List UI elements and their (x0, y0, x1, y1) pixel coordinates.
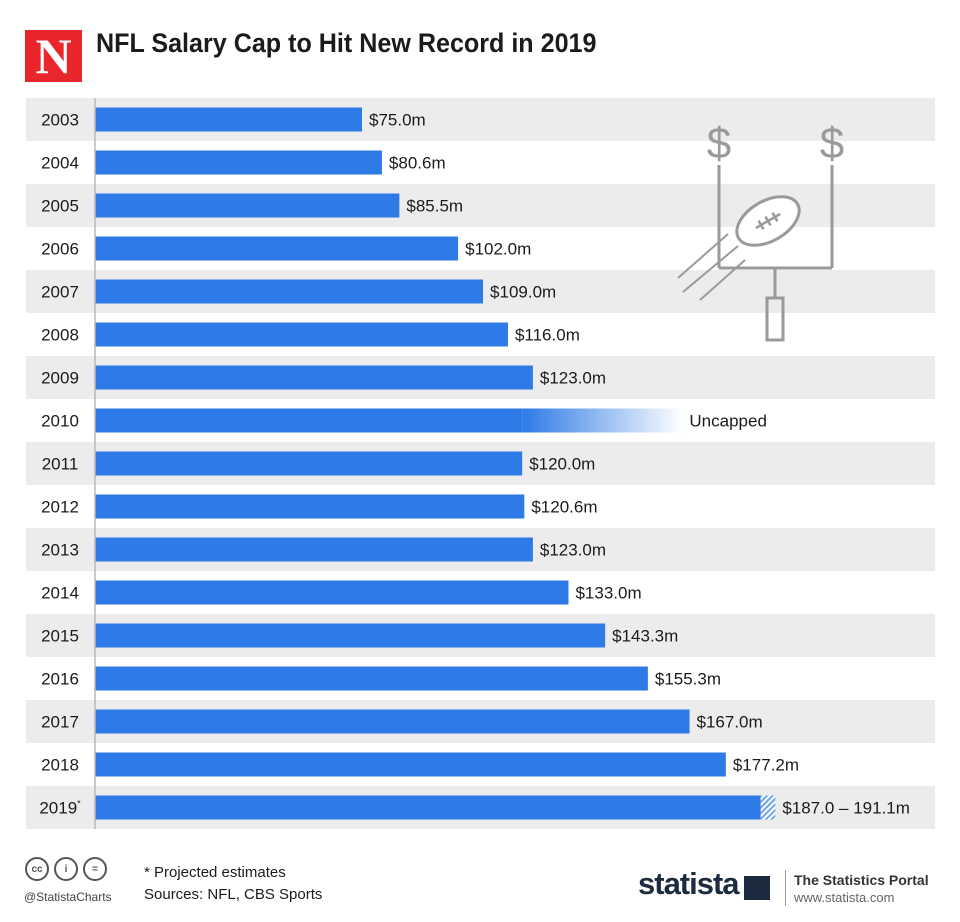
year-label: 2018 (41, 756, 79, 775)
footer-notes: * Projected estimates Sources: NFL, CBS … (144, 862, 322, 906)
year-label: 2004 (41, 154, 79, 173)
year-label: 2011 (42, 455, 79, 474)
year-label: 2003 (41, 111, 79, 130)
value-label: $120.0m (529, 455, 595, 474)
goalpost-football-illustration: $ $ (677, 119, 844, 342)
value-label: Uncapped (689, 412, 767, 431)
newsweek-logo: N (25, 30, 82, 82)
value-label: $109.0m (490, 283, 556, 302)
year-label: 2012 (41, 498, 79, 517)
year-label: 2015 (41, 627, 79, 646)
bar (95, 322, 508, 347)
year-label: 2007 (41, 283, 79, 302)
bar (95, 279, 484, 304)
bar (95, 580, 569, 605)
creative-commons-icons: cc i = (25, 857, 107, 881)
bar (95, 494, 525, 519)
footer-divider (785, 870, 786, 906)
by-icon: i (54, 857, 78, 881)
year-label: 2005 (41, 197, 79, 216)
year-label: 2008 (41, 326, 79, 345)
value-label: $187.0 – 191.1m (782, 799, 910, 818)
value-label: $120.6m (531, 498, 597, 517)
page-title: NFL Salary Cap to Hit New Record in 2019 (96, 28, 597, 58)
value-label: $102.0m (465, 240, 531, 259)
bar-chart: 2003 $75.0m 2004 $80.6m 2005 $85.5m 2006 $102.0… (26, 98, 935, 829)
year-label: 2017 (41, 713, 79, 732)
year-label: 2019* (39, 799, 81, 818)
value-label: $116.0m (515, 326, 580, 345)
bar (95, 451, 523, 476)
bar (95, 150, 382, 175)
year-label: 2006 (41, 240, 79, 259)
portal-title: The Statistics Portal (794, 872, 929, 888)
value-label: $123.0m (540, 541, 606, 560)
year-label: 2014 (41, 584, 79, 603)
bar (95, 107, 362, 132)
value-label: $155.3m (655, 670, 721, 689)
value-label: $123.0m (540, 369, 606, 388)
value-label: $177.2m (733, 756, 799, 775)
social-handle: @StatistaCharts (24, 890, 112, 904)
value-label: $80.6m (389, 154, 446, 173)
bar-range-projection (760, 795, 776, 820)
projected-note: * Projected estimates (144, 864, 286, 881)
year-label: 2016 (41, 670, 79, 689)
year-label: 2013 (41, 541, 79, 560)
sources-note: Sources: NFL, CBS Sports (144, 886, 323, 903)
cc-icon: cc (25, 857, 49, 881)
dollar-icon-left: $ (707, 119, 731, 168)
value-label: $85.5m (406, 197, 463, 216)
bar (95, 795, 761, 820)
value-label: $143.3m (612, 627, 678, 646)
statista-logo[interactable]: statista (638, 866, 740, 901)
bar-uncapped (95, 408, 523, 433)
bar (95, 236, 459, 261)
year-label: 2009 (41, 369, 79, 388)
portal-url[interactable]: www.statista.com (794, 890, 895, 905)
bar (95, 537, 533, 562)
value-label: $75.0m (369, 111, 426, 130)
bar (95, 752, 726, 777)
bar (95, 709, 690, 734)
bar-uncapped-fade (522, 408, 683, 433)
value-label: $133.0m (575, 584, 641, 603)
bar (95, 193, 400, 218)
bar (95, 666, 648, 691)
value-label: $167.0m (697, 713, 763, 732)
nd-icon: = (83, 857, 107, 881)
year-label: 2010 (41, 412, 79, 431)
bar (95, 623, 606, 648)
bar (95, 365, 533, 390)
statista-mark-icon (744, 876, 770, 900)
dollar-icon-right: $ (820, 119, 844, 168)
